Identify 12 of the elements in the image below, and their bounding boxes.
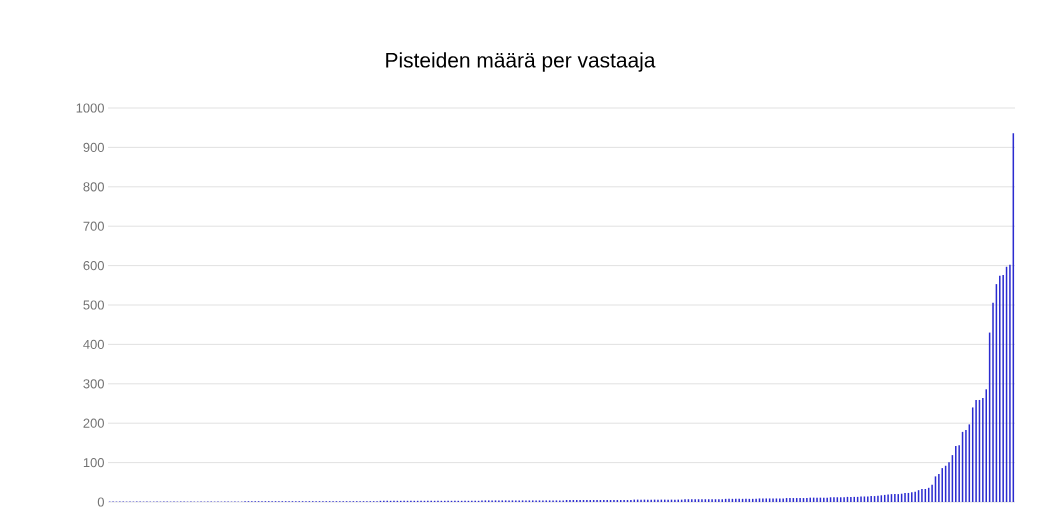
y-tick-label: 800 bbox=[83, 182, 104, 192]
y-tick-label: 400 bbox=[83, 339, 104, 349]
y-tick-label: 0 bbox=[97, 497, 104, 507]
y-tick-label: 600 bbox=[83, 261, 104, 271]
y-tick-label: 1000 bbox=[76, 103, 104, 113]
y-tick-label: 700 bbox=[83, 221, 104, 231]
y-tick-label: 200 bbox=[83, 418, 104, 428]
y-tick-label: 300 bbox=[83, 379, 104, 389]
y-tick-label: 100 bbox=[83, 458, 104, 468]
y-tick-label: 500 bbox=[83, 300, 104, 310]
y-tick-label: 900 bbox=[83, 142, 104, 152]
chart-title: Pisteiden määrä per vastaaja bbox=[386, 52, 656, 72]
